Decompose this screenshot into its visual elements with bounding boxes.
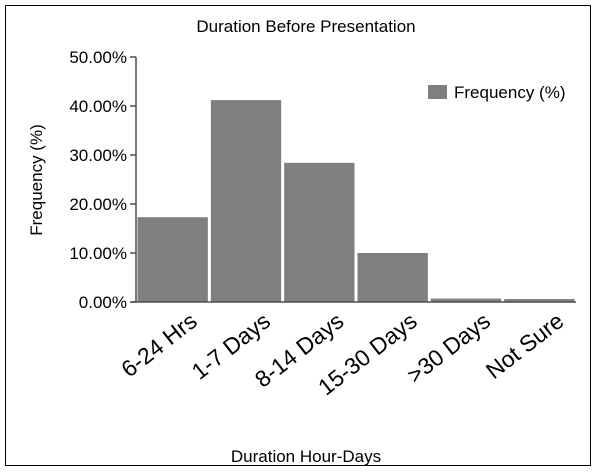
x-tick-label: 6-24 Hrs [116, 307, 202, 382]
x-tick-label: >30 Days [402, 307, 495, 388]
bars [137, 100, 575, 303]
bar [137, 217, 208, 302]
y-ticks: 0.00% 10.00% 20.00% 30.00% 40.00% 50.00% [69, 48, 136, 312]
x-tick-label: Not Sure [481, 307, 569, 383]
chart-title: Duration Before Presentation [196, 17, 415, 36]
legend: Frequency (%) [428, 83, 565, 102]
y-tick-label: 50.00% [69, 48, 127, 67]
x-axis-title: Duration Hour-Days [231, 447, 381, 466]
bar [504, 299, 575, 302]
y-tick-label: 40.00% [69, 97, 127, 116]
legend-swatch [428, 85, 447, 99]
bar [357, 253, 428, 302]
y-tick-label: 0.00% [79, 293, 127, 312]
y-tick-label: 30.00% [69, 146, 127, 165]
y-tick-label: 10.00% [69, 244, 127, 263]
y-tick-label: 20.00% [69, 195, 127, 214]
bar [210, 100, 282, 303]
bar [430, 298, 502, 302]
legend-label: Frequency (%) [454, 83, 565, 102]
y-axis-title: Frequency (%) [27, 124, 46, 235]
bar [284, 162, 355, 302]
